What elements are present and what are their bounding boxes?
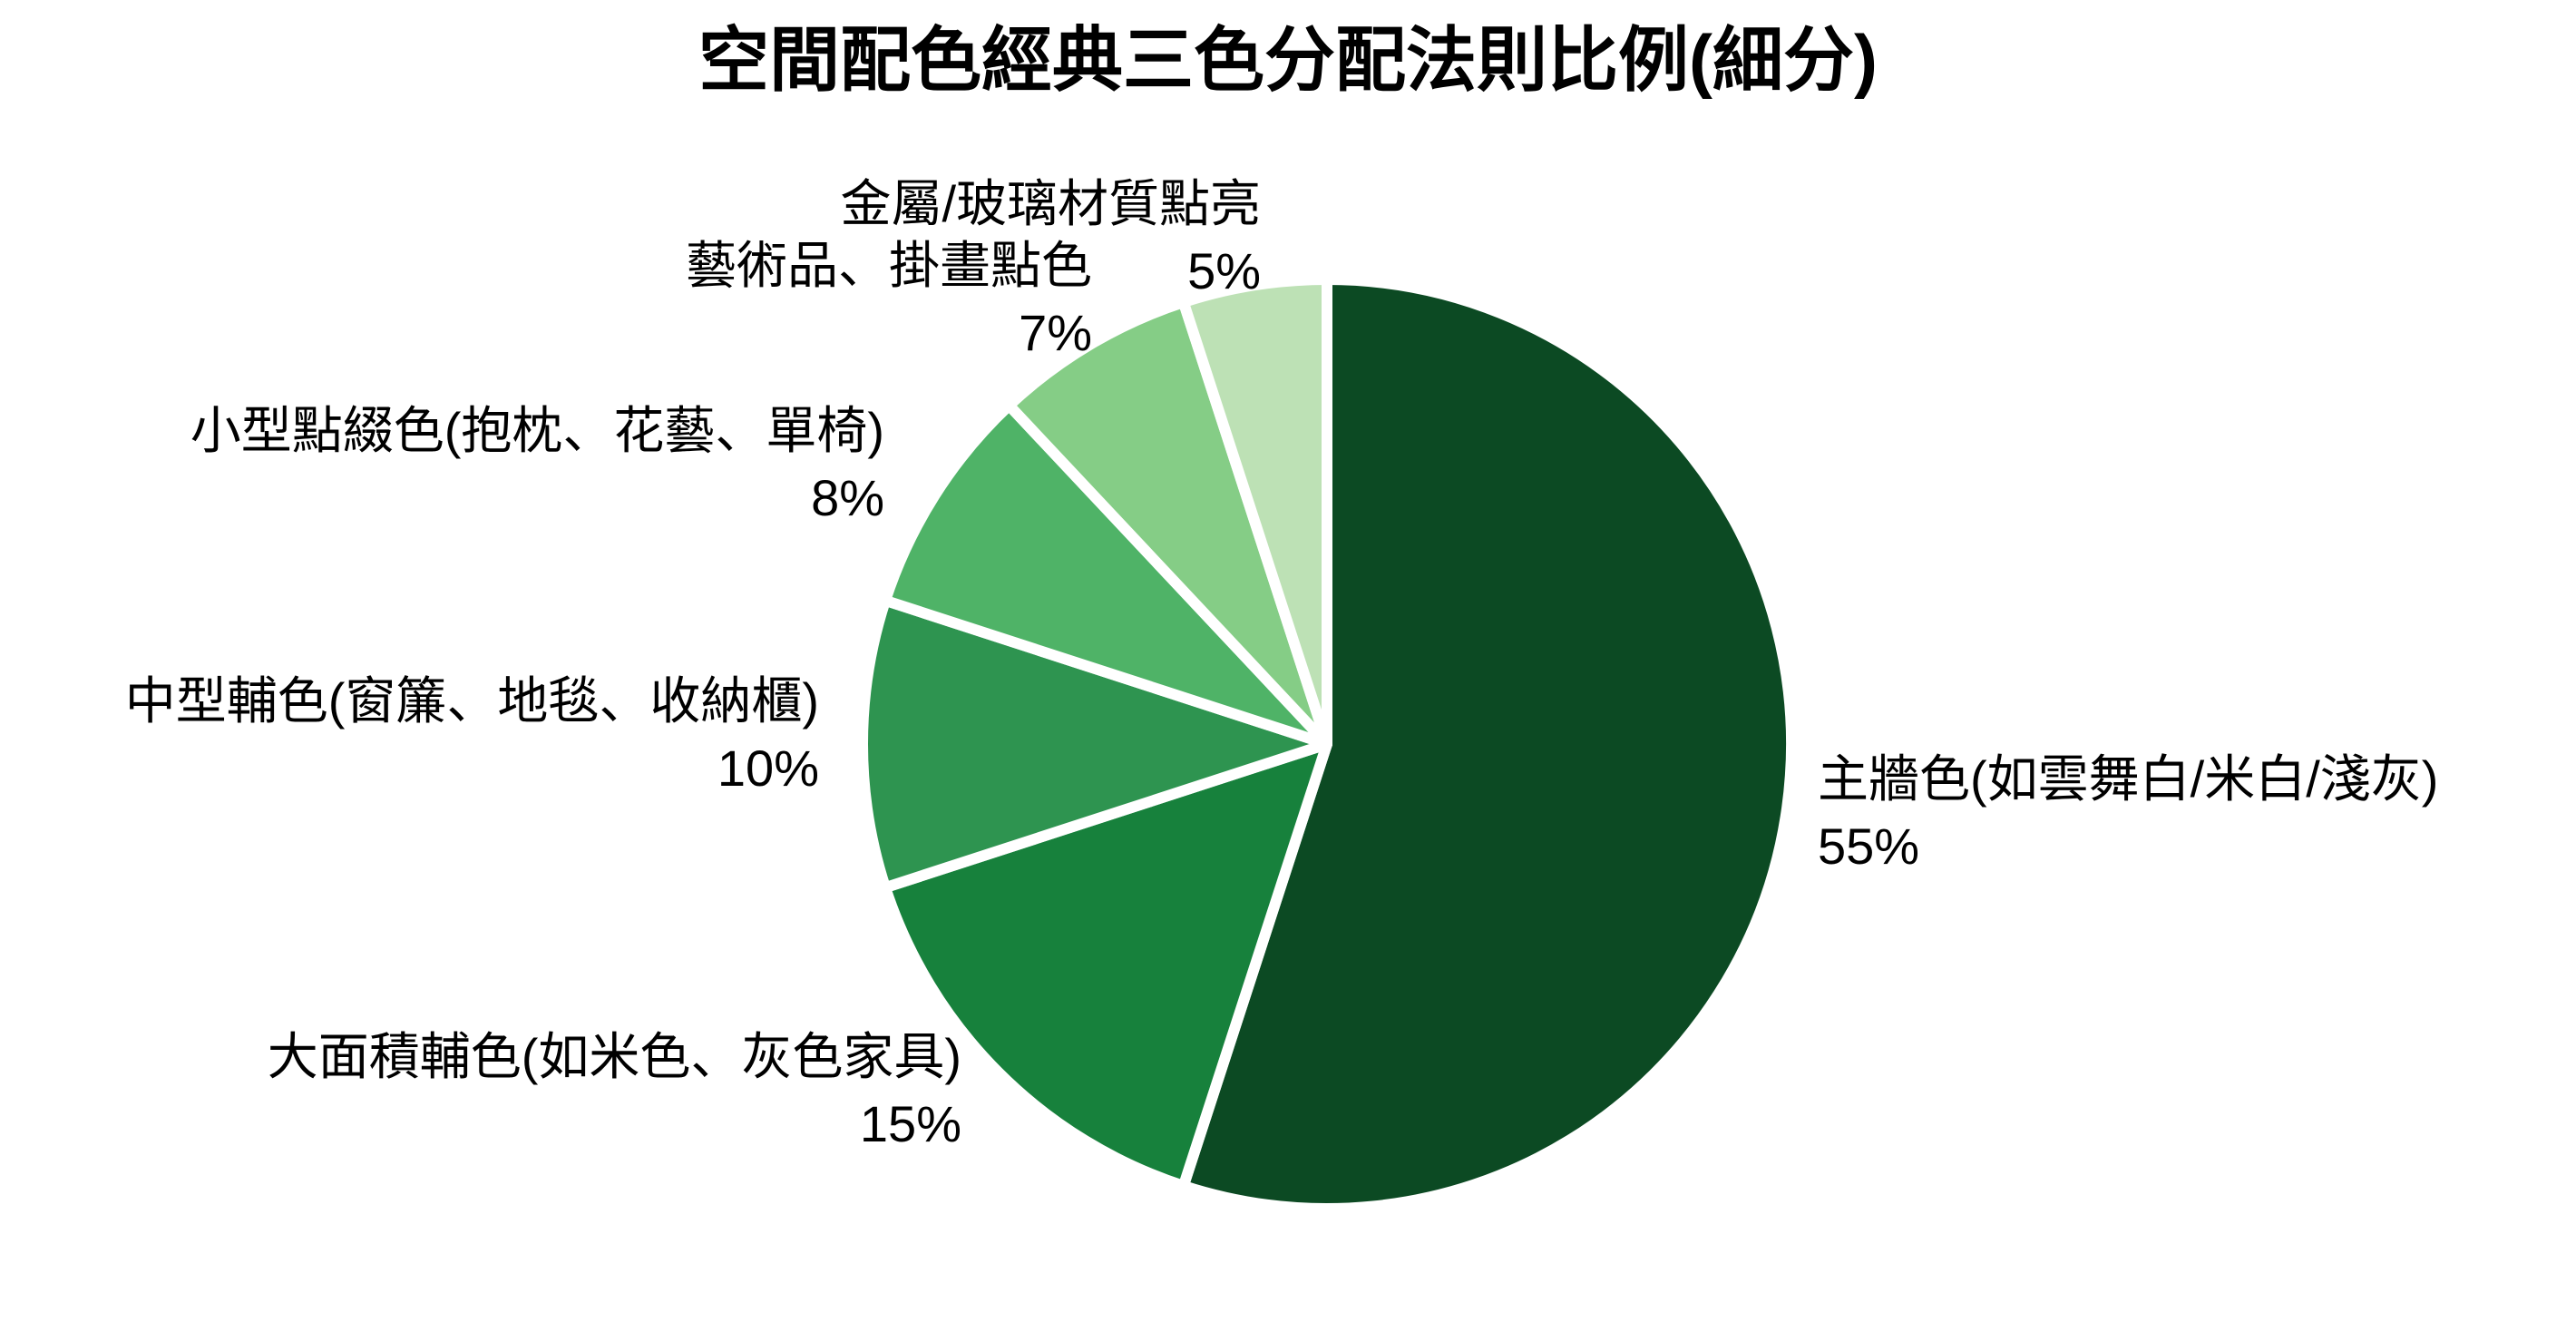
slice-percent-text: 5% bbox=[1187, 242, 1261, 299]
slice-label-medium-secondary: 中型輔色(窗簾、地毯、收納櫃) 10% bbox=[125, 668, 819, 802]
pie-slice-3 bbox=[880, 399, 1332, 749]
slice-label-main-wall-color: 主牆色(如雲舞白/米白/淺灰) 55% bbox=[1818, 746, 2438, 880]
slice-label-large-area-secondary: 大面積輔色(如米色、灰色家具) 15% bbox=[268, 1023, 961, 1158]
slice-label-small-accent: 小型點綴色(抱枕、花藝、單椅) 8% bbox=[190, 397, 884, 532]
slice-name-text: 藝術品、掛畫點色 bbox=[686, 237, 1092, 294]
slice-label-artwork-accent: 藝術品、掛畫點色 7% bbox=[686, 232, 1092, 367]
slice-name-text: 主牆色(如雲舞白/米白/淺灰) bbox=[1818, 750, 2439, 808]
pie-slice-5 bbox=[1177, 274, 1332, 749]
pie-slice-2 bbox=[857, 594, 1332, 894]
slice-name-text: 金屬/玻璃材質點亮 bbox=[840, 175, 1261, 232]
slice-name-text: 大面積輔色(如米色、灰色家具) bbox=[267, 1028, 961, 1085]
slice-percent-text: 7% bbox=[1019, 304, 1092, 361]
slice-name-text: 中型輔色(窗簾、地毯、收納櫃) bbox=[124, 672, 819, 730]
pie-slice-4 bbox=[1003, 297, 1332, 749]
slice-percent-text: 15% bbox=[859, 1095, 961, 1152]
slice-percent-text: 10% bbox=[717, 739, 819, 797]
slice-percent-text: 55% bbox=[1818, 818, 1920, 875]
slice-percent-text: 8% bbox=[811, 469, 884, 526]
slice-name-text: 小型點綴色(抱枕、花藝、單椅) bbox=[190, 402, 884, 459]
chart-title: 空間配色經典三色分配法則比例(細分) bbox=[698, 20, 1878, 100]
pie-slice-0 bbox=[1177, 274, 1797, 1214]
slice-label-metal-glass-accent: 金屬/玻璃材質點亮 5% bbox=[840, 171, 1261, 305]
